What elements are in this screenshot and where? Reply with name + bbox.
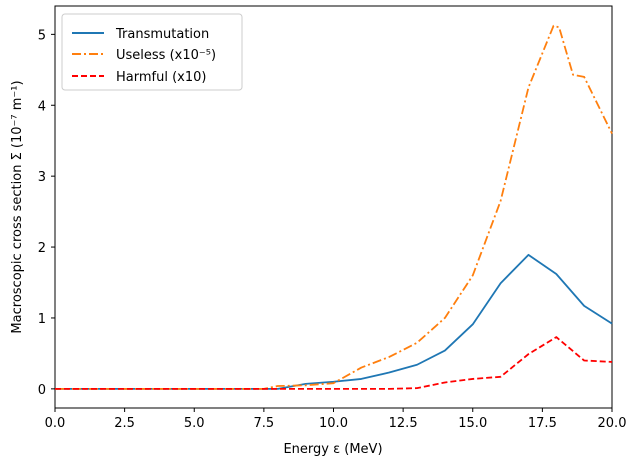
x-tick-label: 10.0 [319, 416, 348, 431]
x-tick-label: 12.5 [389, 416, 418, 431]
series-line-1 [55, 24, 613, 390]
y-tick-label: 3 [38, 170, 46, 185]
y-tick-label: 5 [38, 28, 46, 43]
y-axis-label: Macroscopic cross section Σ (10⁻⁷ m⁻¹) [10, 80, 25, 333]
x-tick-label: 5.0 [184, 416, 205, 431]
legend-label-useless: Useless (x10⁻⁵) [116, 48, 216, 63]
series-line-0 [55, 253, 613, 390]
x-tick-label: 7.5 [254, 416, 275, 431]
x-tick-label: 17.5 [528, 416, 557, 431]
x-tick-label: 0.0 [45, 416, 66, 431]
legend-box [61, 13, 243, 91]
x-tick-label: 15.0 [458, 416, 487, 431]
legend: Transmutation Useless (x10⁻⁵) Harmful (x… [61, 13, 243, 91]
y-tick-label: 1 [38, 312, 46, 327]
series-line-2 [55, 336, 613, 390]
y-tick-label: 2 [38, 241, 46, 256]
x-tick-label: 2.5 [114, 416, 135, 431]
y-tick-label: 4 [38, 99, 46, 114]
legend-label-harmful: Harmful (x10) [116, 70, 206, 85]
series-layer [55, 24, 613, 390]
legend-label-transmutation: Transmutation [115, 27, 209, 42]
x-tick-label: 20.0 [598, 416, 627, 431]
y-tick-label: 0 [38, 383, 46, 398]
x-axis-label: Energy ε (MeV) [283, 442, 382, 457]
ticks-layer: 0.0 2.5 5.0 7.5 10.0 12.5 15.0 17.5 20.0 0 1 2 3 4 5 [38, 28, 627, 431]
